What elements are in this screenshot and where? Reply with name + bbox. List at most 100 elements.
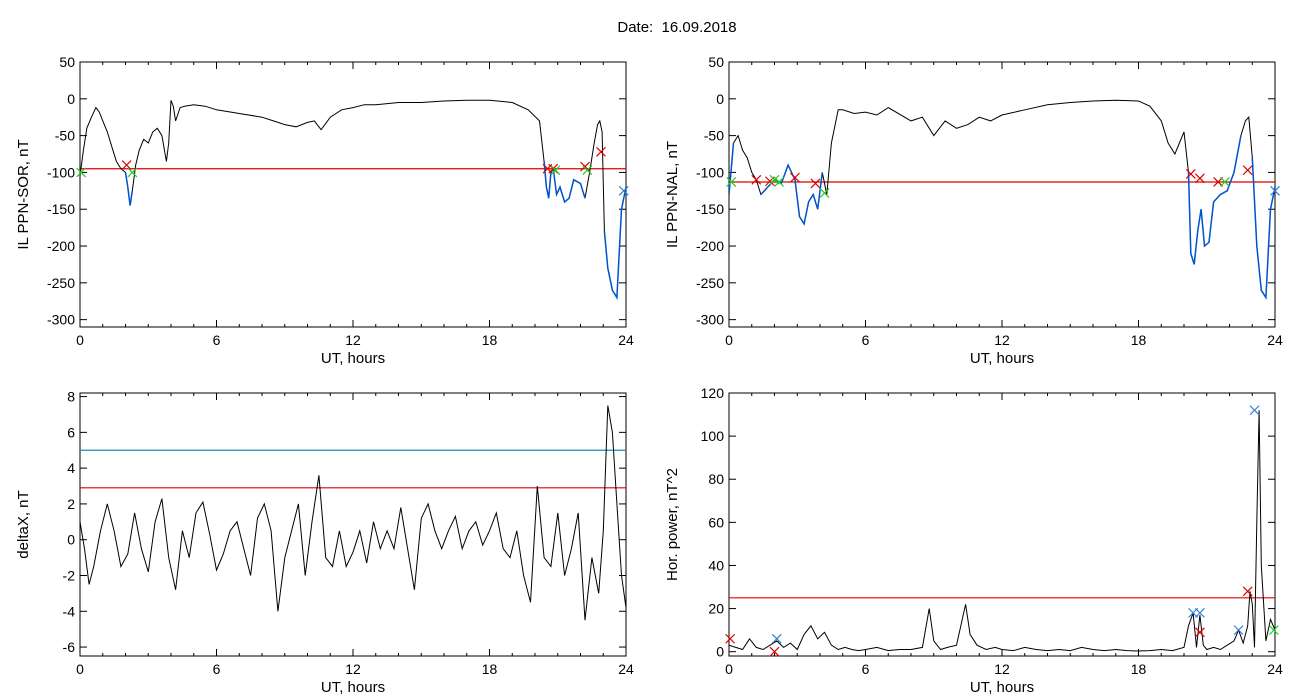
y-tick-label: -200	[47, 238, 75, 254]
series-highlight	[1187, 135, 1242, 265]
x-tick-label: 24	[1267, 661, 1283, 677]
y-tick-label: 120	[701, 385, 725, 401]
x-tick-label: 0	[76, 332, 84, 348]
series-line	[80, 405, 626, 621]
y-tick-label: 2	[67, 496, 75, 512]
event-marker	[618, 185, 629, 196]
y-tick-label: -50	[704, 128, 724, 144]
event-marker	[1195, 607, 1205, 618]
event-marker	[1268, 625, 1279, 636]
x-tick-label: 0	[725, 332, 733, 348]
event-marker	[1195, 173, 1205, 184]
event-marker	[810, 178, 821, 189]
x-tick-label: 6	[213, 661, 221, 677]
y-tick-label: -4	[63, 603, 76, 619]
event-marker	[771, 633, 782, 644]
x-axis-label: UT, hours	[970, 679, 1034, 696]
event-marker	[1242, 586, 1253, 597]
y-tick-label: 0	[67, 91, 75, 107]
event-marker	[1185, 168, 1196, 179]
plot-frame	[79, 61, 627, 328]
x-tick-label: 12	[994, 332, 1010, 348]
x-tick-label: 18	[482, 661, 498, 677]
chart-panel-2: 0 6 12 18 24 50 0 -50 -100 -150 -200 -250 -300 UT, ho…	[664, 54, 1283, 367]
y-tick-label: -50	[55, 128, 75, 144]
event-marker	[1233, 625, 1244, 636]
y-tick-label: -150	[696, 201, 724, 217]
y-tick-label: 6	[67, 424, 75, 440]
y-tick-label: -300	[696, 312, 724, 328]
x-tick-label: 18	[1131, 661, 1147, 677]
event-marker	[550, 165, 561, 176]
y-tick-label: -250	[47, 275, 75, 291]
event-marker	[127, 167, 138, 178]
x-tick-label: 24	[1267, 332, 1283, 348]
x-tick-label: 18	[1131, 332, 1147, 348]
series-highlight	[124, 172, 134, 206]
y-axis-label: IL PPN-SOR, nT	[15, 139, 32, 249]
chart-panel-3: 0 6 12 18 24 8 6 4 2 0 -2 -4 -6 UT, hours deltaX, nT	[15, 389, 634, 696]
x-tick-label: 6	[862, 661, 870, 677]
chart-panel-1: 0 6 12 18 24 50 0 -50 -100 -150 -200 -250 -300 UT, ho…	[15, 54, 634, 367]
series-highlight	[729, 142, 735, 195]
x-tick-label: 6	[213, 332, 221, 348]
y-axis-label: Hor. power, nT^2	[664, 468, 681, 581]
y-tick-label: -150	[47, 201, 75, 217]
y-tick-label: 60	[708, 514, 724, 530]
y-tick-label: -6	[63, 639, 76, 655]
series-line	[729, 410, 1275, 652]
event-marker	[1270, 185, 1280, 196]
event-marker	[596, 146, 606, 157]
event-marker	[751, 174, 762, 185]
series-highlight	[543, 161, 586, 204]
chart-panel-4: 0 6 12 18 24 120 100 80 60 40 20 0 UT, hours Hor. pow…	[664, 385, 1283, 696]
x-tick-label: 12	[345, 661, 361, 677]
y-tick-label: 0	[716, 91, 724, 107]
x-tick-label: 12	[345, 332, 361, 348]
series-line	[80, 99, 626, 300]
plot-frame	[79, 392, 627, 657]
x-tick-label: 6	[862, 332, 870, 348]
event-marker	[1242, 165, 1253, 176]
event-marker	[1220, 177, 1230, 187]
event-marker	[76, 167, 87, 178]
x-tick-label: 0	[76, 661, 84, 677]
event-marker	[725, 633, 736, 644]
event-marker	[819, 188, 830, 198]
series-highlight	[603, 186, 626, 301]
y-tick-label: -200	[696, 238, 724, 254]
event-marker	[1195, 627, 1205, 638]
y-tick-label: 0	[67, 532, 75, 548]
x-tick-label: 0	[725, 661, 733, 677]
y-tick-label: -2	[63, 567, 76, 583]
y-tick-label: -250	[696, 275, 724, 291]
y-tick-label: -100	[47, 164, 75, 180]
y-tick-label: -100	[696, 164, 724, 180]
x-axis-label: UT, hours	[970, 350, 1034, 367]
x-axis-label: UT, hours	[321, 350, 385, 367]
x-axis-label: UT, hours	[321, 679, 385, 696]
y-axis-label: deltaX, nT	[15, 490, 32, 558]
y-tick-label: 20	[708, 601, 724, 617]
event-marker	[769, 646, 780, 657]
y-tick-label: 50	[59, 54, 75, 70]
x-tick-label: 24	[618, 661, 634, 677]
page-title: Date: 16.09.2018	[617, 19, 737, 36]
x-tick-label: 18	[482, 332, 498, 348]
y-tick-label: 8	[67, 389, 75, 405]
y-tick-label: 0	[716, 644, 724, 660]
y-tick-label: 4	[67, 460, 75, 476]
event-marker	[774, 177, 784, 187]
event-marker	[790, 172, 800, 183]
event-marker	[582, 165, 593, 176]
y-axis-label: IL PPN-NAL, nT	[664, 141, 681, 248]
event-marker	[121, 160, 132, 170]
event-marker	[726, 177, 737, 187]
y-tick-label: 100	[701, 428, 725, 444]
series-highlight	[1251, 157, 1275, 301]
plot-frame	[728, 61, 1276, 328]
y-tick-label: 40	[708, 557, 724, 573]
y-tick-label: 80	[708, 471, 724, 487]
y-tick-label: 50	[708, 54, 724, 70]
